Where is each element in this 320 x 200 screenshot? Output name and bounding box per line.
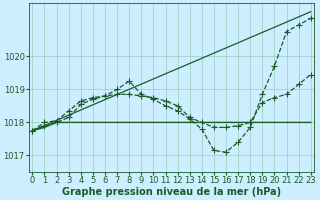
X-axis label: Graphe pression niveau de la mer (hPa): Graphe pression niveau de la mer (hPa) [62, 187, 281, 197]
